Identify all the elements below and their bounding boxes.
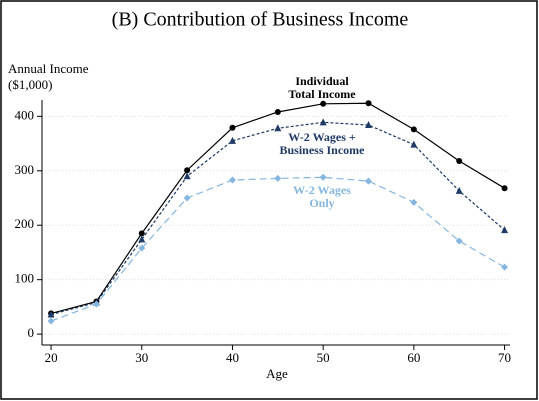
series-label-line: W-2 Wages: [293, 183, 351, 197]
y-tick-label: 300: [15, 162, 35, 177]
y-tick-label: 200: [15, 216, 35, 231]
point: [365, 100, 372, 107]
point: [274, 124, 282, 132]
series-label-line: Only: [309, 196, 334, 210]
series-label-line: W-2 Wages +: [288, 130, 356, 144]
point: [47, 317, 55, 325]
point: [138, 235, 146, 243]
x-tick-label: 70: [498, 350, 511, 365]
point: [274, 174, 282, 182]
y-tick-label: 100: [15, 271, 35, 286]
point: [455, 237, 463, 245]
y-axis-label: Annual Income: [8, 61, 89, 76]
point: [228, 136, 236, 144]
series-label-line: Total Income: [288, 87, 356, 101]
point: [92, 300, 100, 308]
point: [410, 140, 418, 148]
point: [455, 186, 463, 194]
point: [501, 263, 509, 271]
y-tick-label: 0: [28, 325, 35, 340]
series-label: W-2 Wages + Business Income: [279, 130, 365, 157]
x-axis-label: Age: [266, 366, 288, 381]
series-line: [50, 176, 505, 322]
series-label: W-2 Wages Only: [293, 183, 351, 210]
point: [501, 226, 509, 234]
y-axis-label: ($1,000): [8, 77, 52, 92]
y-tick-label: 400: [15, 107, 35, 122]
point: [319, 118, 327, 126]
x-tick-label: 40: [226, 350, 239, 365]
point: [320, 100, 327, 107]
point: [410, 198, 418, 206]
x-tick-label: 50: [317, 350, 330, 365]
x-tick-label: 30: [135, 350, 148, 365]
point: [183, 194, 191, 202]
point: [365, 121, 373, 129]
point: [456, 157, 463, 164]
point: [184, 167, 191, 174]
point: [228, 176, 236, 184]
series-label: Individual Total Income: [288, 74, 356, 101]
point: [365, 177, 373, 185]
point: [138, 230, 145, 237]
point: [319, 173, 327, 181]
x-tick-label: 60: [407, 350, 420, 365]
point: [274, 108, 281, 115]
point: [501, 185, 508, 192]
x-tick-label: 20: [45, 350, 58, 365]
chart-title: (B) Contribution of Business Income: [112, 9, 409, 31]
point: [138, 244, 146, 252]
series-label-line: Individual: [295, 74, 349, 88]
point: [410, 126, 417, 133]
series-label-line: Business Income: [279, 143, 365, 157]
point: [229, 124, 236, 131]
point: [47, 310, 55, 318]
point: [183, 172, 191, 180]
